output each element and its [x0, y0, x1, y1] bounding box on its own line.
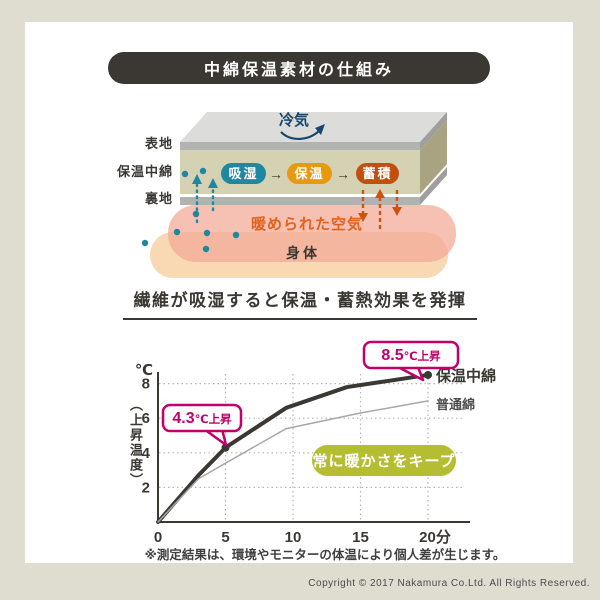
callout-value: 4.3: [172, 410, 194, 427]
callout-4-3: 4.3℃上昇: [161, 403, 243, 447]
y-axis-label: （上昇温度）: [128, 398, 143, 488]
lining-strip: [180, 197, 420, 205]
x-tick-label: 5: [221, 529, 229, 546]
series-line-1: [157, 400, 429, 523]
pill-arrow: →: [269, 166, 283, 182]
moisture-dots: [141, 167, 240, 253]
callout-8-5: 8.5℃上昇: [362, 340, 460, 382]
warmed-air-blob: [168, 205, 456, 262]
header-title-pill: 中綿保温素材の仕組み: [108, 52, 490, 84]
process-pills: 吸湿 → 保温 → 蓄積: [221, 163, 399, 184]
y-tick-label: 2: [142, 479, 150, 496]
y-tick-label: 4: [142, 445, 151, 462]
badge-label: 常に暖かさをキープ: [312, 452, 455, 470]
body-label: 身体: [286, 245, 320, 261]
moisture-dot: [141, 239, 149, 247]
cold-air-arrowhead: [315, 124, 325, 135]
lining-side: [420, 167, 447, 205]
x-tick-label: 20分: [419, 529, 451, 546]
cold-air-arrow: [280, 129, 321, 140]
moisture-dot: [192, 210, 200, 218]
moisture-dot: [199, 167, 207, 175]
y-unit-label: ℃: [135, 362, 153, 379]
series-label-ordinary: 普通綿: [436, 397, 475, 412]
moisture-dot: [181, 170, 189, 178]
copyright-text: Copyright © 2017 Nakamura Co.Ltd. All Ri…: [308, 578, 590, 589]
series-label-padding: 保温中綿: [435, 367, 496, 385]
store-pill-label: 蓄積: [362, 166, 392, 181]
retain-pill: [287, 163, 332, 184]
outer-fabric-strip: [180, 142, 420, 150]
y-tick-label: 6: [142, 410, 150, 427]
callout-value: 8.5: [381, 347, 403, 364]
page-title: 中綿保温素材の仕組み: [203, 62, 394, 79]
heat-arrowhead-down: [358, 213, 368, 222]
x-tick-label: 15: [352, 529, 369, 546]
heat-arrowhead-down: [392, 207, 402, 216]
series-marker: [424, 370, 432, 379]
warmed-air-label: 暖められた空気: [251, 215, 363, 233]
callout-suffix: ℃上昇: [195, 412, 232, 426]
subtitle: 繊維が吸湿すると保温・蓄熱効果を発揮: [123, 286, 477, 320]
absorb-pill-label: 吸湿: [228, 166, 258, 181]
absorb-pill: [221, 163, 266, 184]
keep-warm-badge: 常に暖かさをキープ: [312, 445, 456, 476]
slab-top-face: [180, 112, 447, 142]
chart-footnote: ※測定結果は、環境やモニターの体温により個人差が生じます。: [145, 547, 506, 562]
moisture-arrows: [192, 174, 218, 224]
moisture-arrowhead: [208, 178, 218, 188]
series-line-0: [156, 372, 430, 524]
badge-pill: [312, 445, 456, 476]
heat-arrowhead-up: [375, 189, 385, 198]
callout-text: 4.3℃上昇: [172, 410, 232, 427]
material-diagram: 冷気 表地 保温中綿 裏地: [116, 111, 456, 278]
pill-arrow: →: [336, 166, 350, 182]
heat-arrows: [358, 189, 402, 232]
x-tick-label: 10: [285, 529, 302, 546]
y-tick-label: 8: [142, 376, 150, 393]
moisture-dot: [203, 229, 211, 237]
series-marker: [221, 443, 230, 452]
callout-text: 8.5℃上昇: [381, 347, 441, 364]
moisture-dot: [173, 228, 181, 236]
moisture-dot: [232, 231, 240, 239]
outer-fabric-label: 表地: [144, 136, 173, 151]
moisture-arrowhead: [192, 174, 202, 184]
callout-box: [362, 340, 460, 370]
store-pill: [356, 163, 399, 184]
chart-tick-labels: 0 5 10 15 20分 2 4 6 8: [142, 376, 451, 546]
padding-layer-side: [420, 120, 447, 194]
lining-label: 裏地: [144, 191, 173, 206]
retain-pill-label: 保温: [293, 166, 324, 181]
x-tick-label: 0: [154, 529, 162, 546]
outer-fabric-side: [420, 112, 447, 150]
callout-suffix: ℃上昇: [404, 349, 441, 363]
padding-label: 保温中綿: [116, 164, 173, 179]
chart-series-lines: [156, 370, 432, 524]
callout-box: [161, 403, 243, 433]
cold-air-label: 冷気: [279, 111, 309, 129]
moisture-dot: [202, 245, 210, 253]
